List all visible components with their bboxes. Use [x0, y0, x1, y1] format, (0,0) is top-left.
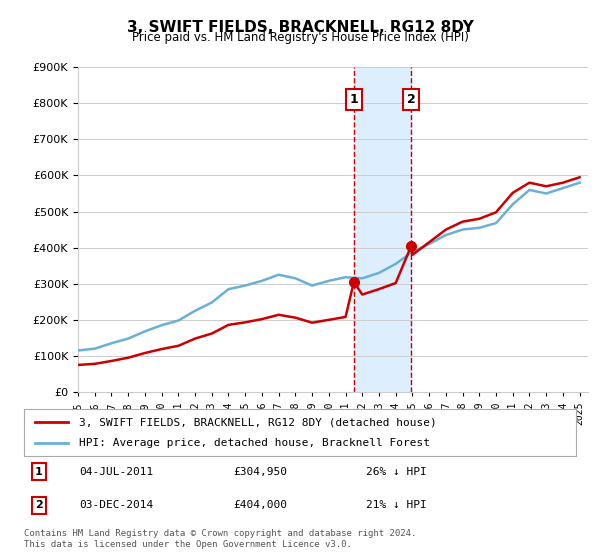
- Text: HPI: Average price, detached house, Bracknell Forest: HPI: Average price, detached house, Brac…: [79, 438, 430, 448]
- Text: 04-JUL-2011: 04-JUL-2011: [79, 466, 154, 477]
- Text: 1: 1: [350, 93, 358, 106]
- Text: 21% ↓ HPI: 21% ↓ HPI: [366, 501, 427, 510]
- Text: 3, SWIFT FIELDS, BRACKNELL, RG12 8DY: 3, SWIFT FIELDS, BRACKNELL, RG12 8DY: [127, 20, 473, 35]
- Text: Contains HM Land Registry data © Crown copyright and database right 2024.
This d: Contains HM Land Registry data © Crown c…: [24, 529, 416, 549]
- Bar: [354, 67, 411, 392]
- Text: 2: 2: [35, 501, 43, 510]
- Text: 03-DEC-2014: 03-DEC-2014: [79, 501, 154, 510]
- Text: 1: 1: [35, 466, 43, 477]
- Text: £404,000: £404,000: [234, 501, 288, 510]
- Text: £304,950: £304,950: [234, 466, 288, 477]
- Text: 26% ↓ HPI: 26% ↓ HPI: [366, 466, 427, 477]
- Text: 3, SWIFT FIELDS, BRACKNELL, RG12 8DY (detached house): 3, SWIFT FIELDS, BRACKNELL, RG12 8DY (de…: [79, 417, 437, 427]
- Text: Price paid vs. HM Land Registry's House Price Index (HPI): Price paid vs. HM Land Registry's House …: [131, 31, 469, 44]
- Text: 2: 2: [407, 93, 415, 106]
